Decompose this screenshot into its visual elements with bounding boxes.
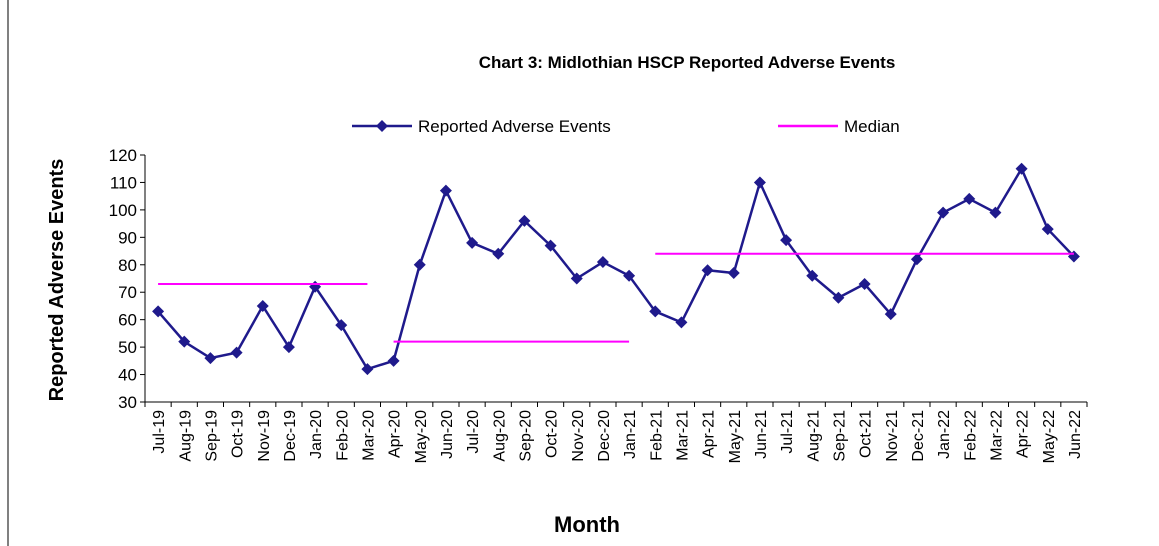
data-point [649, 305, 662, 318]
x-tick-label: Aug-20 [491, 410, 508, 462]
x-tick-label: Oct-21 [858, 410, 875, 458]
x-tick-label: Aug-19 [177, 410, 194, 462]
data-point [780, 234, 793, 247]
chart-title: Chart 3: Midlothian HSCP Reported Advers… [479, 53, 896, 72]
y-axis-label: Reported Adverse Events [46, 159, 68, 402]
data-point [963, 192, 976, 205]
series-line [157, 165, 1075, 371]
data-point [989, 206, 1002, 219]
x-tick-label: Jul-20 [465, 410, 482, 454]
data-point [544, 239, 557, 252]
data-point [413, 258, 426, 271]
x-tick-label: Feb-22 [962, 410, 979, 461]
x-tick-label: Dec-21 [910, 410, 927, 462]
data-point [335, 319, 348, 332]
x-tick-label: Mar-21 [674, 410, 691, 461]
x-tick-label: Nov-21 [884, 410, 901, 462]
data-point [910, 253, 923, 266]
x-tick-label: May-22 [1041, 410, 1058, 463]
data-point [492, 247, 505, 260]
data-point [204, 352, 217, 365]
data-point [832, 291, 845, 304]
x-tick-label: Sep-20 [517, 410, 534, 462]
data-point [884, 308, 897, 321]
legend-label: Reported Adverse Events [418, 117, 611, 136]
data-point [466, 236, 479, 249]
y-tick-label: 70 [118, 283, 137, 302]
legend-marker [376, 120, 388, 132]
x-tick-label: Nov-20 [570, 410, 587, 462]
y-tick-label: 60 [118, 311, 137, 330]
x-tick-label: Aug-21 [805, 410, 822, 462]
y-tick-label: 120 [109, 146, 137, 165]
data-point [387, 354, 400, 367]
x-tick-label: Mar-22 [988, 410, 1005, 461]
x-tick-label: May-20 [413, 410, 430, 463]
x-tick-label: Apr-21 [701, 410, 718, 458]
x-tick-label: Jun-22 [1067, 410, 1084, 459]
x-tick-label: Sep-19 [203, 410, 220, 462]
x-tick-label: May-21 [727, 410, 744, 463]
y-tick-label: 100 [109, 201, 137, 220]
x-tick-label: Oct-19 [230, 410, 247, 458]
data-point [623, 269, 636, 282]
data-point [361, 363, 374, 376]
x-tick-label: Feb-20 [334, 410, 351, 461]
data-point [256, 299, 269, 312]
x-tick-label: Apr-22 [1015, 410, 1032, 458]
x-axis-label: Month [554, 512, 620, 537]
data-point [152, 305, 165, 318]
x-tick-label: Nov-19 [256, 410, 273, 462]
x-tick-label: Dec-20 [596, 410, 613, 462]
y-tick-label: 30 [118, 393, 137, 412]
x-tick-label: Sep-21 [831, 410, 848, 462]
x-tick-label: Jun-21 [753, 410, 770, 459]
x-tick-label: Jan-21 [622, 410, 639, 459]
data-point [178, 335, 191, 348]
x-tick-label: Jan-22 [936, 410, 953, 459]
data-point [1015, 162, 1028, 175]
x-tick-label: Mar-20 [360, 410, 377, 461]
data-point [1041, 223, 1054, 236]
x-tick-label: Jul-19 [151, 410, 168, 454]
x-tick-label: Jun-20 [439, 410, 456, 459]
x-tick-label: Oct-20 [544, 410, 561, 458]
data-point [230, 346, 243, 359]
data-point [570, 272, 583, 285]
x-tick-label: Feb-21 [648, 410, 665, 461]
y-tick-label: 90 [118, 228, 137, 247]
legend-label: Median [844, 117, 900, 136]
y-tick-label: 40 [118, 366, 137, 385]
data-point [753, 176, 766, 189]
data-point [596, 256, 609, 269]
x-tick-label: Apr-20 [387, 410, 404, 458]
series-line [158, 252, 1074, 343]
y-tick-label: 50 [118, 338, 137, 357]
data-point [675, 316, 688, 329]
data-point [937, 206, 950, 219]
x-tick-label: Jul-21 [779, 410, 796, 454]
data-point [806, 269, 819, 282]
data-point [282, 341, 295, 354]
data-point [701, 264, 714, 277]
data-point [518, 214, 531, 227]
y-tick-label: 80 [118, 256, 137, 275]
data-point [858, 277, 871, 290]
data-point [727, 267, 740, 280]
x-tick-label: Jan-20 [308, 410, 325, 459]
data-point [439, 184, 452, 197]
x-tick-label: Dec-19 [282, 410, 299, 462]
y-tick-label: 110 [110, 173, 137, 192]
